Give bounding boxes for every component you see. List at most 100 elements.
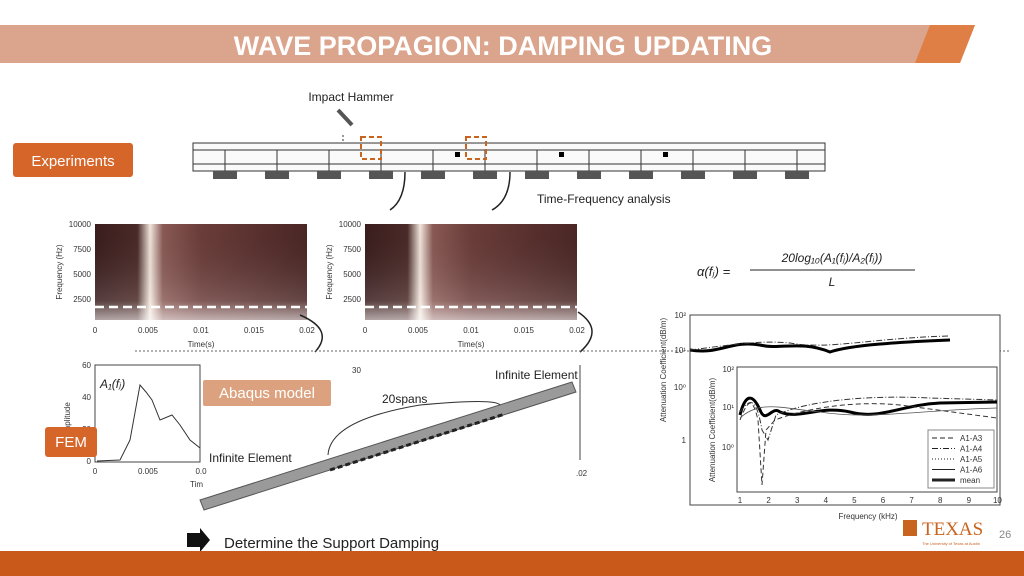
arrow-icon (187, 528, 210, 552)
tick-label: 10¹ (722, 403, 734, 412)
tick-label: 7 (909, 496, 914, 505)
formula-left: α(fⱼ) = (697, 264, 731, 279)
tick-label: 6 (881, 496, 886, 505)
pad (733, 171, 757, 179)
spectrogram-shade (95, 224, 307, 320)
legend-label: A1-A4 (960, 445, 983, 454)
tick-label: 0.015 (244, 326, 265, 335)
curve-a1-a4 (739, 396, 998, 442)
axis-label: Frequency (Hz) (325, 244, 334, 299)
tick-label: 0.01 (193, 326, 209, 335)
tick-label: 10 (993, 496, 1002, 505)
tick-label: 5000 (73, 270, 91, 279)
axis-label: Amplitude (63, 402, 72, 438)
tick-label: 0.0 (195, 467, 207, 476)
formula-numerator: 20log₁₀(A₁(fⱼ)/A₂(fⱼ)) (781, 251, 883, 265)
tick-label: 30 (352, 366, 361, 375)
abaqus-badge (203, 380, 331, 406)
tick-label: 2 (766, 496, 771, 505)
pad (265, 171, 289, 179)
mean-curve (738, 396, 998, 418)
tick-label: 7500 (343, 245, 361, 254)
tick-label: 3 (795, 496, 800, 505)
spectrogram-shade (365, 224, 577, 320)
tick-label: 2500 (343, 295, 361, 304)
tick-label: 8 (938, 496, 943, 505)
pad (577, 171, 601, 179)
tick-label: 4 (824, 496, 829, 505)
tick-label: 5 (852, 496, 857, 505)
tick-label: 1 (738, 496, 743, 505)
attenuation-ticks: 10² 10¹ 10⁰ 1 10² 10¹ 10⁰ 1 2 3 4 5 6 7 8 9 10 (674, 311, 1003, 505)
axis-label: Time(s) (188, 340, 215, 349)
page-number: 26 (999, 529, 1011, 541)
pad (525, 171, 549, 179)
spectrogram-ticks: 10000 7500 5000 2500 0 0.005 0.01 0.015 0.02 Time… (55, 220, 585, 349)
pad (213, 171, 237, 179)
tick-label: 0.005 (138, 326, 159, 335)
tick-label: 7500 (73, 245, 91, 254)
legend-label: mean (960, 476, 980, 485)
tick-label: 0.02 (299, 326, 315, 335)
tick-label: 5000 (343, 270, 361, 279)
pad (681, 171, 705, 179)
tick-label: 10² (722, 365, 734, 374)
spectrogram (95, 224, 577, 320)
tick-label: 60 (82, 361, 91, 370)
tick-label: 10² (674, 311, 686, 320)
experiments-badge (13, 143, 133, 177)
tick-label: 0.02 (569, 326, 585, 335)
outer-mean-curve (689, 338, 951, 354)
tick-label: 10000 (339, 220, 362, 229)
arrow (491, 171, 511, 211)
axis-label: Attenuation Coefficient(dB/m) (708, 377, 717, 482)
badge-text: FEM (55, 434, 87, 451)
tick-label: 0 (363, 326, 368, 335)
arrow (389, 171, 406, 211)
sensor (663, 152, 668, 157)
outer-curve (689, 335, 951, 351)
axis-label: Attenuation Coefficient(dB/m) (659, 317, 668, 422)
tick-label: 10⁰ (674, 383, 686, 392)
footer-bar (0, 551, 1024, 576)
badge-text: Abaqus model (219, 385, 315, 402)
axis-label: Frequency (Hz) (55, 244, 64, 299)
pad (473, 171, 497, 179)
beam-model (199, 381, 577, 511)
tick-label: 0 (93, 326, 98, 335)
legend-label: A1-A6 (960, 466, 983, 475)
tick-label: 0 (87, 457, 92, 466)
arrow (577, 311, 593, 353)
amplitude-axes (94, 364, 201, 463)
span-marker (329, 412, 506, 472)
tick-label: 9 (967, 496, 972, 505)
tick-label: 10000 (69, 220, 92, 229)
hammer (336, 108, 354, 127)
pad (785, 171, 809, 179)
label: Impact Hammer (308, 90, 393, 104)
sensor (455, 152, 460, 157)
pad (421, 171, 445, 179)
span-brace (327, 401, 501, 456)
label: Time-Frequency analysis (537, 192, 671, 206)
tick-label: 0.005 (408, 326, 429, 335)
tick-label: 40 (82, 393, 91, 402)
tick-label: 0.005 (138, 467, 159, 476)
tick-label: 10⁰ (722, 443, 734, 452)
badge-text: Experiments (31, 153, 114, 170)
tick-label: .02 (576, 469, 588, 478)
curve-label: A₁(fⱼ) (99, 377, 125, 391)
sensor-box (465, 136, 487, 160)
curve-a1-a6 (739, 406, 998, 419)
header-accent (915, 25, 975, 63)
slide-title: WAVE PROPAGION: DAMPING UPDATING (234, 31, 773, 61)
tick-label: 0 (93, 467, 98, 476)
tick-label: 0.01 (463, 326, 479, 335)
pad (317, 171, 341, 179)
conclusion: Determine the Support Damping (224, 535, 439, 552)
axis-label: Frequency (kHz) (838, 512, 897, 521)
rail (192, 142, 826, 172)
sensor (559, 152, 564, 157)
